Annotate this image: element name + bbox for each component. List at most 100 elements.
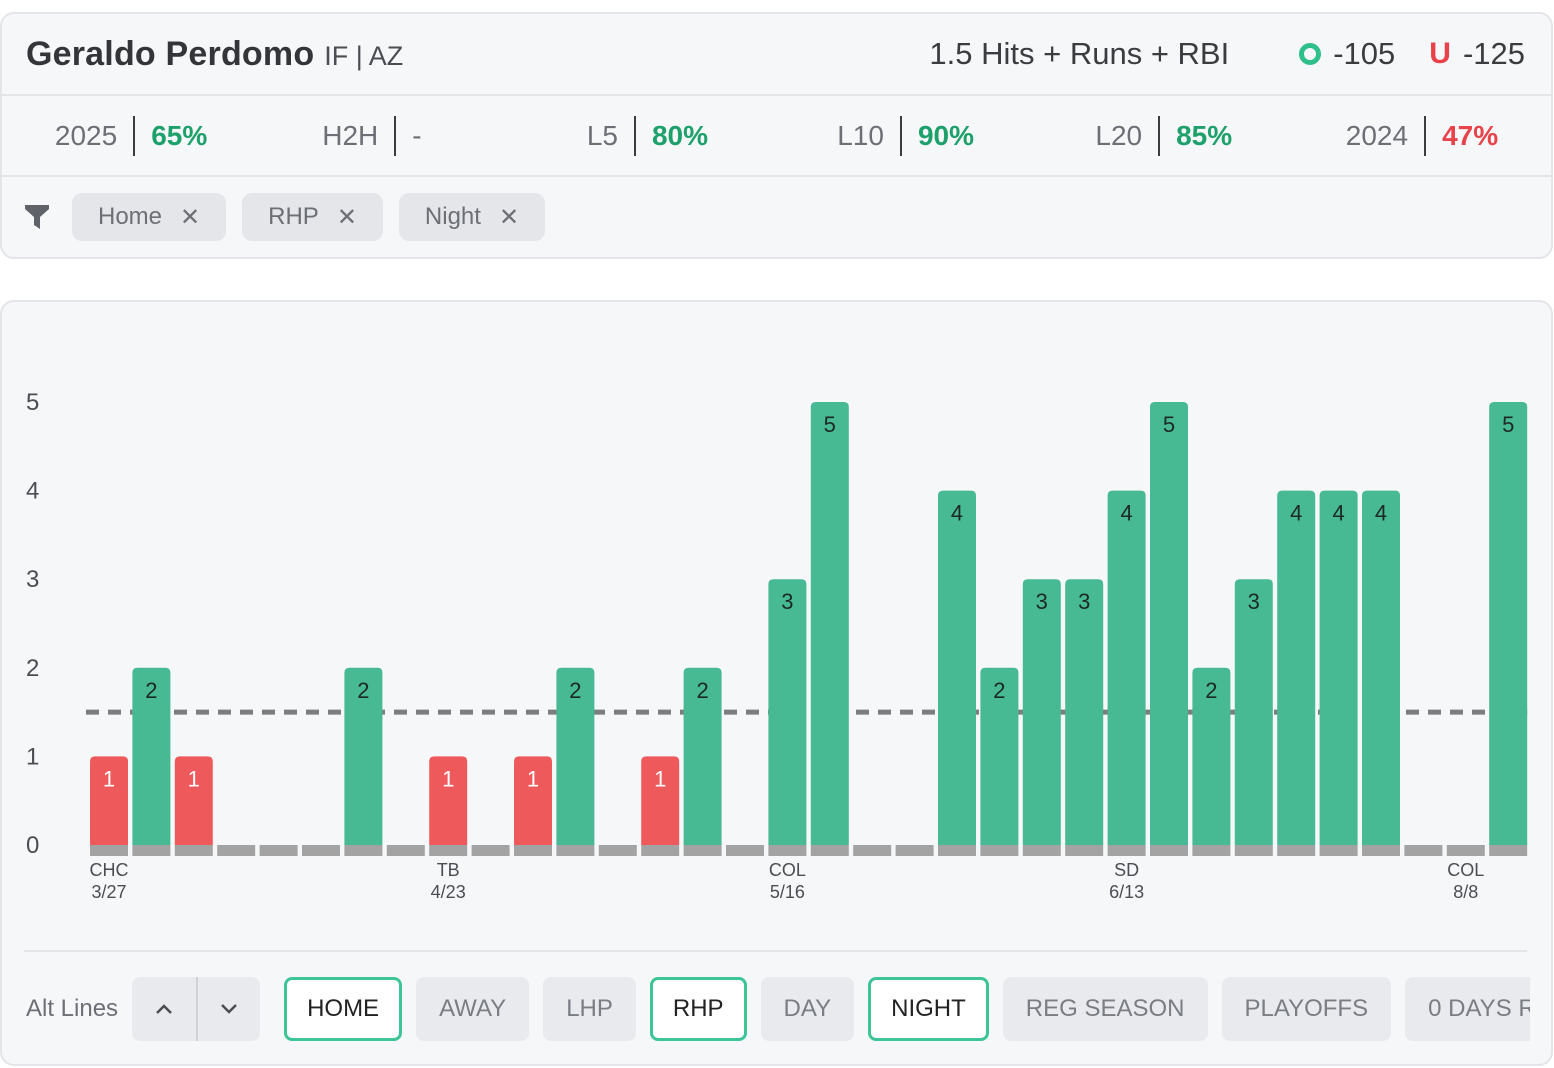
game-bar bbox=[556, 667, 595, 845]
bar-value-label: 3 bbox=[1078, 589, 1090, 614]
game-bar bbox=[1319, 490, 1358, 845]
stat-l5[interactable]: L5 80% bbox=[518, 115, 776, 156]
prop-label: 1.5 Hits + Runs + RBI bbox=[929, 36, 1230, 71]
x-tick-team: TB bbox=[437, 860, 460, 880]
bar-baseline bbox=[1446, 845, 1485, 856]
chevron-down-icon bbox=[221, 1004, 237, 1014]
bar-baseline bbox=[132, 845, 171, 856]
close-icon[interactable]: ✕ bbox=[336, 203, 357, 231]
x-tick-date: 3/27 bbox=[91, 882, 126, 902]
bar-value-label: 2 bbox=[569, 678, 581, 703]
game-bar bbox=[132, 667, 171, 845]
filter-toggle-rhp[interactable]: RHP bbox=[649, 977, 747, 1041]
stat-label: 2025 bbox=[55, 115, 136, 156]
alt-line-up-button[interactable] bbox=[132, 977, 196, 1041]
game-bar bbox=[1234, 579, 1273, 845]
bar-baseline bbox=[1489, 845, 1528, 856]
bar-value-label: 1 bbox=[442, 766, 454, 791]
stat-value: 47% bbox=[1442, 119, 1499, 151]
stat-label: 2024 bbox=[1346, 115, 1427, 156]
bar-baseline bbox=[1107, 845, 1146, 856]
bar-value-label: 4 bbox=[951, 501, 963, 526]
filter-toggle-rest[interactable]: 0 DAYS REST bbox=[1405, 977, 1530, 1041]
bar-baseline bbox=[1277, 845, 1316, 856]
stat-label: L20 bbox=[1095, 115, 1161, 156]
under-odds-value: -125 bbox=[1462, 36, 1525, 71]
filter-toggle-playoffs[interactable]: PLAYOFFS bbox=[1221, 977, 1392, 1041]
game-bar bbox=[1065, 579, 1104, 845]
alt-lines-label: Alt Lines bbox=[26, 995, 119, 1022]
hit-rate-stats: 2025 65% H2H - L5 80% L10 90% L20 85% 20… bbox=[2, 96, 1551, 177]
filter-toggle-day[interactable]: DAY bbox=[760, 977, 855, 1041]
game-bar bbox=[514, 756, 552, 845]
x-tick-team: SD bbox=[1114, 860, 1139, 880]
bar-baseline bbox=[1192, 845, 1231, 856]
bar-baseline bbox=[938, 845, 976, 856]
filter-toggle-away[interactable]: AWAY bbox=[416, 977, 530, 1041]
under-icon: U bbox=[1429, 37, 1451, 70]
stat-h2h[interactable]: H2H - bbox=[260, 115, 518, 156]
bar-baseline bbox=[90, 845, 128, 856]
game-bar bbox=[429, 756, 468, 845]
bar-baseline bbox=[386, 845, 425, 856]
over-odds[interactable]: -105 bbox=[1299, 36, 1395, 72]
bar-value-label: 1 bbox=[527, 766, 539, 791]
stat-label: L10 bbox=[837, 115, 902, 156]
bar-value-label: 3 bbox=[1036, 589, 1048, 614]
filter-chip-rhp[interactable]: RHP ✕ bbox=[242, 193, 383, 241]
player-name[interactable]: Geraldo Perdomo bbox=[26, 34, 315, 73]
bar-baseline bbox=[1065, 845, 1104, 856]
stat-value: 85% bbox=[1176, 119, 1233, 151]
active-filters: Home ✕ RHP ✕ Night ✕ bbox=[2, 177, 1551, 257]
bar-value-label: 2 bbox=[696, 678, 708, 703]
bar-value-label: 3 bbox=[1248, 589, 1260, 614]
bar-baseline bbox=[344, 845, 383, 856]
stat-l20[interactable]: L20 85% bbox=[1035, 115, 1293, 156]
player-meta: IF | AZ bbox=[324, 40, 404, 71]
filter-toggle-reg-season[interactable]: REG SEASON bbox=[1002, 977, 1208, 1041]
filter-toggle-night[interactable]: NIGHT bbox=[868, 977, 989, 1041]
game-bar bbox=[90, 756, 128, 845]
game-bar bbox=[810, 402, 849, 845]
over-odds-value: -105 bbox=[1333, 36, 1396, 71]
y-tick-label: 5 bbox=[26, 389, 39, 416]
over-circle-icon bbox=[1299, 43, 1322, 65]
stat-value: 80% bbox=[651, 119, 709, 151]
stat-2025[interactable]: 2025 65% bbox=[2, 115, 260, 156]
prop-header: Geraldo Perdomo IF | AZ 1.5 Hits + Runs … bbox=[2, 14, 1551, 96]
close-icon[interactable]: ✕ bbox=[180, 203, 201, 231]
under-odds[interactable]: U -125 bbox=[1429, 36, 1525, 72]
stat-l10[interactable]: L10 90% bbox=[777, 115, 1035, 156]
bar-value-label: 1 bbox=[654, 766, 666, 791]
filter-chip-label: Home bbox=[98, 203, 163, 230]
filter-funnel-icon[interactable] bbox=[24, 203, 50, 231]
filter-chip-home[interactable]: Home ✕ bbox=[72, 193, 227, 241]
filter-chip-night[interactable]: Night ✕ bbox=[398, 193, 546, 241]
alt-lines-stepper bbox=[132, 977, 261, 1041]
bar-value-label: 1 bbox=[188, 766, 200, 791]
bar-value-label: 4 bbox=[1332, 501, 1344, 526]
bar-baseline bbox=[259, 845, 298, 856]
filter-chip-label: Night bbox=[424, 203, 481, 230]
bar-value-label: 2 bbox=[993, 678, 1005, 703]
game-bar bbox=[1150, 402, 1188, 845]
filter-toggle-lhp[interactable]: LHP bbox=[543, 977, 636, 1041]
filter-chip-label: RHP bbox=[268, 203, 319, 230]
x-tick-date: 8/8 bbox=[1453, 882, 1478, 902]
y-tick-label: 1 bbox=[26, 743, 39, 770]
bar-baseline bbox=[853, 845, 892, 856]
x-tick-date: 5/16 bbox=[770, 882, 805, 902]
bar-baseline bbox=[1404, 845, 1443, 856]
close-icon[interactable]: ✕ bbox=[498, 203, 520, 231]
bar-baseline bbox=[471, 845, 510, 856]
game-log-chart-card: 0 1 2 3 4 5 1 2 1 2 1 1 2 1 2 3 5 4 2 3 3 4 5 2 3 4 4 4 5 CHC 3/27 TB 4/… bbox=[0, 300, 1553, 1066]
game-bar bbox=[1107, 490, 1146, 845]
stat-2024[interactable]: 2024 47% bbox=[1293, 115, 1551, 156]
stat-value: - bbox=[412, 119, 422, 151]
x-tick-team: CHC bbox=[90, 860, 129, 880]
bar-value-label: 4 bbox=[1290, 501, 1302, 526]
filter-toggle-home[interactable]: HOME bbox=[284, 977, 403, 1041]
alt-line-down-button[interactable] bbox=[196, 977, 260, 1041]
y-tick-label: 3 bbox=[26, 566, 39, 593]
game-bar bbox=[1489, 402, 1528, 845]
